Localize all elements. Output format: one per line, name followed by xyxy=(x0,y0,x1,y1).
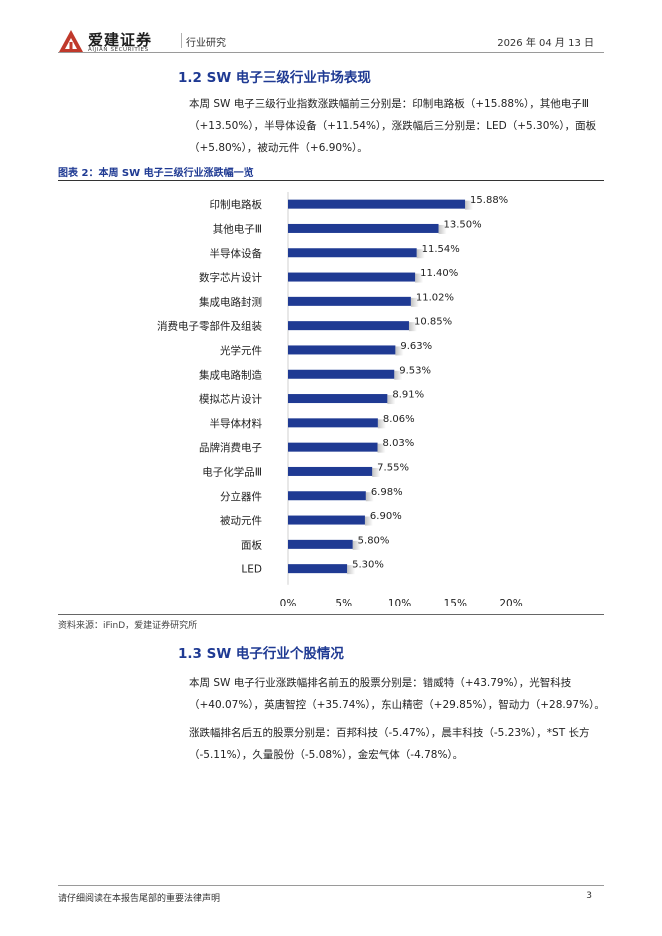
value-label: 11.02% xyxy=(416,292,454,303)
legal-disclaimer-note: 请仔细阅读在本报告尾部的重要法律声明 xyxy=(58,894,221,904)
bar xyxy=(288,539,353,549)
bar-shadow xyxy=(465,200,474,210)
bar xyxy=(288,418,378,428)
category-label: 分立器件 xyxy=(220,490,262,503)
bar-shadow xyxy=(372,467,381,477)
category-label: 电子化学品Ⅲ xyxy=(202,465,262,478)
category-label: LED xyxy=(241,564,262,576)
bar-shadow xyxy=(408,322,417,332)
brand-name-en: AIJIAN SECURITIES xyxy=(88,47,149,53)
value-label: 11.54% xyxy=(422,244,460,255)
bar-shadow xyxy=(364,516,373,526)
value-label: 6.98% xyxy=(371,487,403,498)
category-label: 面板 xyxy=(241,538,262,551)
bar-shadow xyxy=(377,419,386,429)
x-tick-label: 0% xyxy=(280,598,297,606)
bar xyxy=(288,345,396,355)
category-label: 半导体设备 xyxy=(210,247,263,260)
figure-title: 图表 2：本周 SW 电子三级行业涨跌幅一览 xyxy=(58,168,254,179)
bar xyxy=(288,199,466,209)
bar-shadow xyxy=(416,249,425,259)
figure-source: 资料来源：iFinD，爱建证券研究所 xyxy=(58,621,198,631)
figure-title-divider xyxy=(58,180,604,181)
bar xyxy=(288,442,378,452)
header-separator xyxy=(181,33,182,48)
bar xyxy=(288,394,388,404)
x-tick-label: 10% xyxy=(388,598,411,606)
value-label: 6.90% xyxy=(370,511,402,522)
value-label: 5.30% xyxy=(352,560,384,571)
bar-shadow xyxy=(395,346,404,356)
category-label: 半导体材料 xyxy=(210,417,263,430)
top-five-stocks-text: 本周 SW 电子行业涨跌幅排名前五的股票分别是：错威特（+43.79%），光智科… xyxy=(189,677,605,711)
report-category: 行业研究 xyxy=(186,38,226,49)
x-tick-label: 5% xyxy=(335,598,352,606)
bar-shadow xyxy=(352,540,361,550)
value-label: 9.63% xyxy=(400,341,432,352)
page-number: 3 xyxy=(586,891,592,901)
bar xyxy=(288,223,439,233)
footer-divider xyxy=(58,885,604,886)
category-label: 数字芯片设计 xyxy=(199,271,262,284)
value-label: 8.06% xyxy=(383,414,415,425)
bar xyxy=(288,564,348,574)
value-label: 8.91% xyxy=(392,390,424,401)
bar xyxy=(288,466,373,476)
sector-performance-paragraph: 本周 SW 电子三级行业指数涨跌幅前三分别是：印制电路板（+15.88%），其他… xyxy=(189,93,605,159)
category-label: 消费电子零部件及组装 xyxy=(157,320,262,333)
bar-shadow xyxy=(410,297,419,307)
section-title-stock-performance: 1.3 SW 电子行业个股情况 xyxy=(178,646,344,662)
value-label: 10.85% xyxy=(414,317,452,328)
value-label: 11.40% xyxy=(420,268,458,279)
value-label: 15.88% xyxy=(470,195,508,206)
value-label: 9.53% xyxy=(399,365,431,376)
bar-shadow xyxy=(394,370,403,380)
value-label: 13.50% xyxy=(444,219,482,230)
category-label: 光学元件 xyxy=(220,344,262,357)
bottom-five-stocks-text: 涨跌幅排名后五的股票分别是：百邦科技（-5.47%），晨丰科技（-5.23%），… xyxy=(189,727,590,761)
bar-shadow xyxy=(377,443,386,453)
bar xyxy=(288,369,395,379)
bar xyxy=(288,248,417,258)
report-date: 2026 年 04 月 13 日 xyxy=(497,38,594,49)
value-label: 5.80% xyxy=(358,535,390,546)
category-label: 集成电路封测 xyxy=(199,295,262,308)
category-label: 集成电路制造 xyxy=(199,368,262,381)
bar xyxy=(288,296,411,306)
bar xyxy=(288,321,409,331)
category-label: 模拟芯片设计 xyxy=(199,393,262,406)
bar-shadow xyxy=(365,492,374,502)
bar xyxy=(288,272,416,282)
category-label: 印制电路板 xyxy=(210,198,263,211)
bar-shadow xyxy=(387,395,396,405)
sector-return-bar-chart: 印制电路板 15.88% 其他电子Ⅲ 13.50% 半导体设备 11.54% 数字芯片设计 1… xyxy=(157,192,523,606)
value-label: 8.03% xyxy=(383,438,415,449)
category-label: 被动元件 xyxy=(220,514,262,527)
bar xyxy=(288,491,366,501)
source-divider xyxy=(58,614,604,615)
category-label: 其他电子Ⅲ xyxy=(213,222,262,235)
sector-performance-text: 本周 SW 电子三级行业指数涨跌幅前三分别是：印制电路板（+15.88%），其他… xyxy=(189,98,597,154)
stock-performance-paragraphs: 本周 SW 电子行业涨跌幅排名前五的股票分别是：错威特（+43.79%），光智科… xyxy=(189,672,605,766)
section-title-sector-performance: 1.2 SW 电子三级行业市场表现 xyxy=(178,70,371,86)
x-tick-label: 15% xyxy=(444,598,467,606)
bar-shadow xyxy=(438,224,447,234)
bar-shadow xyxy=(415,273,424,283)
header-divider xyxy=(58,52,604,53)
x-tick-label: 20% xyxy=(499,598,522,606)
aijian-logo-icon xyxy=(59,30,83,52)
value-label: 7.55% xyxy=(377,462,409,473)
bar xyxy=(288,515,365,525)
brand-name-cn: 爱建证券 xyxy=(88,31,153,49)
category-label: 品牌消费电子 xyxy=(199,441,262,454)
bar-shadow xyxy=(347,565,356,575)
